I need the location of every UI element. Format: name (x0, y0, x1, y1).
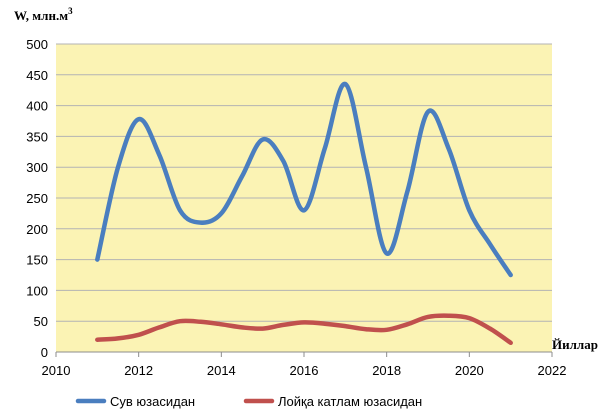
legend-label-2: Лойқа катлам юзасидан (278, 394, 422, 409)
x-tick-label: 2016 (290, 363, 319, 378)
x-tick-label: 2014 (207, 363, 236, 378)
legend: Сув юзасидан Лойқа катлам юзасидан (75, 394, 422, 409)
y-tick-label: 500 (26, 37, 48, 52)
series-line-1 (95, 81, 513, 278)
legend-label-1: Сув юзасидан (110, 394, 195, 409)
y-tick-label: 450 (26, 68, 48, 83)
x-axis-ticks: 2010 2012 2014 2016 2018 2020 2022 (42, 352, 567, 378)
y-tick-label: 150 (26, 253, 48, 268)
y-tick-label: 50 (34, 314, 48, 329)
x-tick-label: 2018 (372, 363, 401, 378)
y-tick-label: 200 (26, 222, 48, 237)
y-tick-label: 100 (26, 283, 48, 298)
series-layer (95, 81, 513, 346)
y-tick-label: 0 (41, 345, 48, 360)
series-line-2 (95, 313, 513, 346)
x-tick-label: 2012 (124, 363, 153, 378)
y-tick-label: 400 (26, 99, 48, 114)
y-axis-label-superscript: 3 (68, 6, 73, 16)
x-tick-label: 2010 (42, 363, 71, 378)
plot-area (56, 43, 552, 353)
x-tick-label: 2020 (455, 363, 484, 378)
x-axis-label: Йиллар (552, 337, 598, 352)
y-axis-label-main: W, млн.м (14, 8, 68, 23)
y-tick-label: 250 (26, 191, 48, 206)
y-axis-label: W, млн.м3 (14, 6, 73, 23)
y-axis-ticks: 0 50 100 150 200 250 300 350 400 450 500 (26, 37, 48, 360)
y-tick-label: 300 (26, 160, 48, 175)
y-tick-label: 350 (26, 129, 48, 144)
x-tick-label: 2022 (538, 363, 567, 378)
